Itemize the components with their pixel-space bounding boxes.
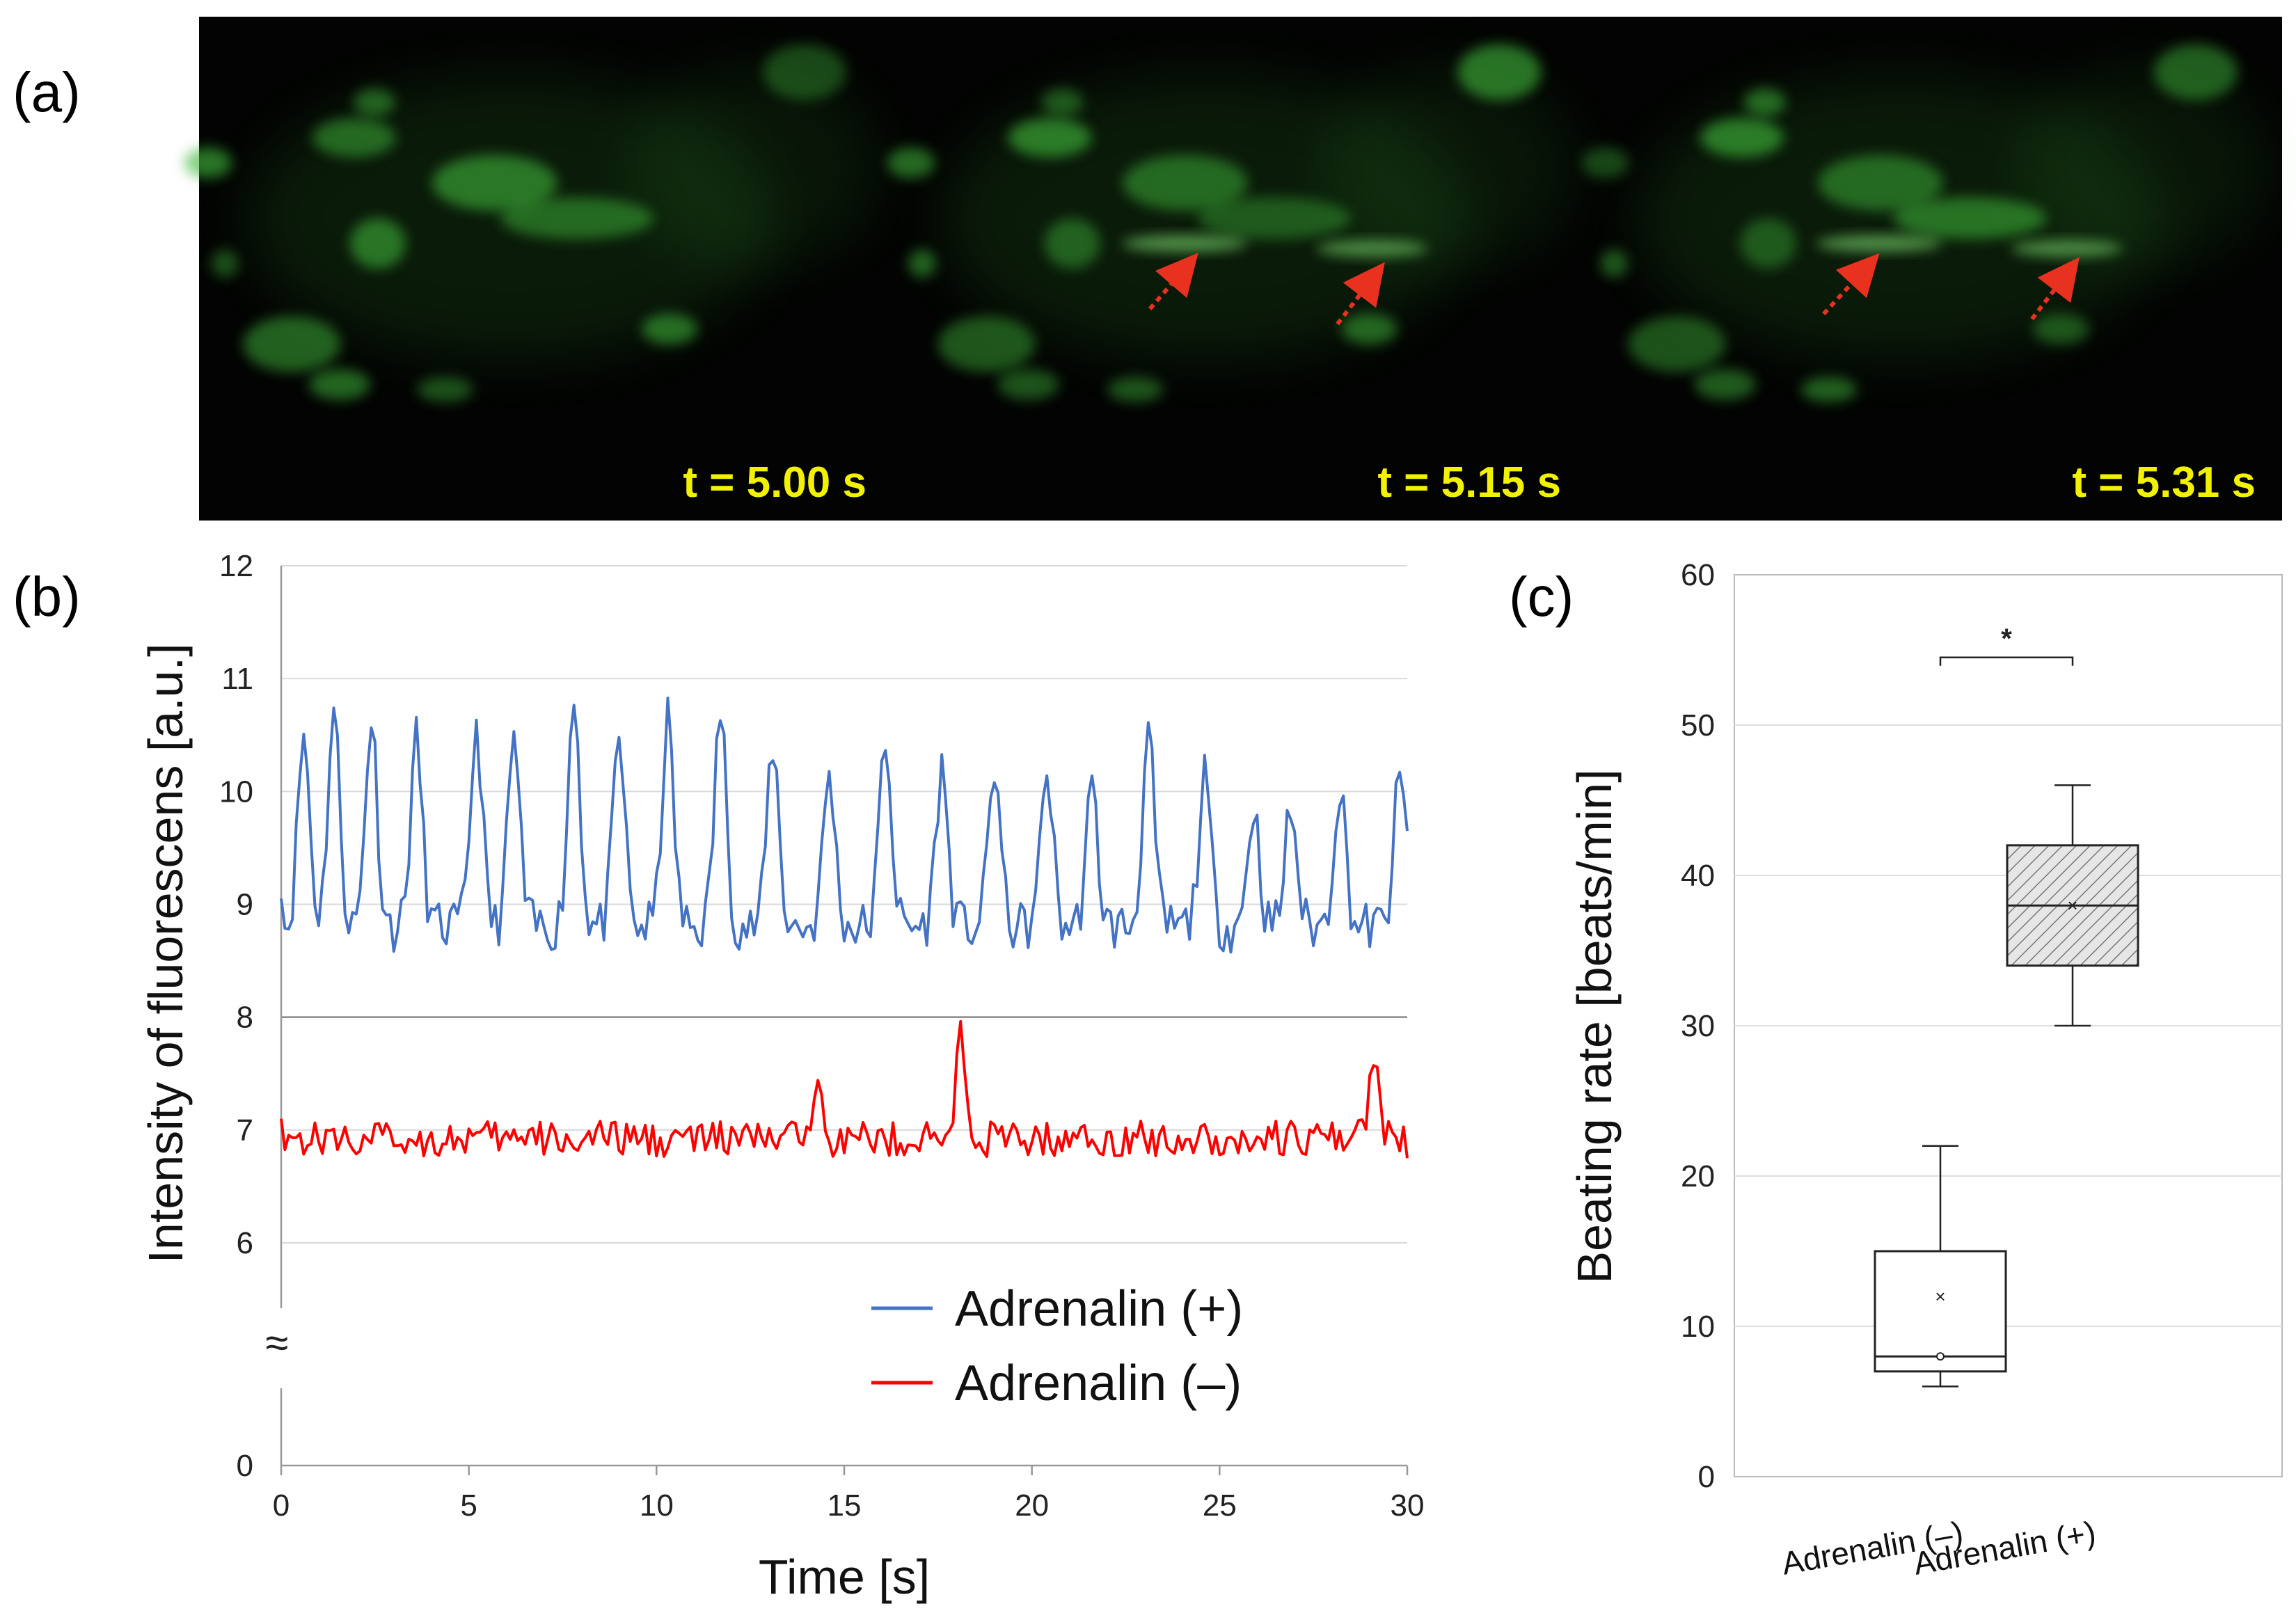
panel-label-c: (c) xyxy=(1509,566,1574,628)
x-tick-label: 25 xyxy=(1203,1488,1237,1523)
cell xyxy=(2033,313,2089,344)
mean-marker: × xyxy=(2067,895,2077,916)
cell xyxy=(1700,118,1784,157)
microscopy-frame-2: t = 5.15 s xyxy=(887,44,1574,507)
fiber-highlight xyxy=(1316,240,1428,257)
box-adrenalin-minus: ×Adrenalin (–) xyxy=(1779,1145,2007,1582)
cell xyxy=(1818,154,1944,211)
cell xyxy=(312,118,396,157)
cell xyxy=(642,313,698,344)
x-tick-label: 20 xyxy=(1015,1488,1049,1523)
cell xyxy=(1197,197,1351,239)
cell-glow xyxy=(2018,67,2269,269)
y-tick-label: 12 xyxy=(219,549,253,583)
y-axis-title: Beating rate [beats/min] xyxy=(1567,769,1622,1283)
y-tick-label: 9 xyxy=(237,888,253,922)
y-tick-label: 0 xyxy=(1698,1460,1715,1494)
y-tick-label: 20 xyxy=(1681,1159,1715,1193)
box-adrenalin-plus: ×Adrenalin (+) xyxy=(1910,784,2139,1582)
cell xyxy=(432,154,557,211)
cell xyxy=(1800,376,1857,402)
time-stamp-1: t = 5.00 s xyxy=(683,459,866,507)
cell-glow xyxy=(629,67,880,269)
microscopy-strip: t = 5.00 s t = 5.15 s t = 5.31 s xyxy=(184,17,2282,521)
cell xyxy=(1694,369,1756,400)
cell xyxy=(1341,313,1398,344)
cell xyxy=(1600,249,1629,278)
y-tick-label: 0 xyxy=(237,1449,253,1483)
cell xyxy=(349,218,406,269)
cell xyxy=(997,369,1059,400)
cell-glow xyxy=(1323,67,1574,269)
y-tick-label: 10 xyxy=(1681,1310,1715,1344)
x-tick-label: 0 xyxy=(273,1488,290,1523)
y-tick-label: 60 xyxy=(1681,558,1715,592)
y-tick-label: 50 xyxy=(1681,708,1715,742)
time-stamp-3: t = 5.31 s xyxy=(2072,459,2256,507)
fiber-highlight xyxy=(1816,235,1942,252)
cell xyxy=(1581,147,1629,178)
cell xyxy=(1743,88,1786,117)
line-chart: 0 6 7 8 9 10 11 12 ≈0 5 10 15 20 25 30 Time [s] Intensit… xyxy=(138,549,1424,1604)
cell xyxy=(500,197,654,239)
red-arrow xyxy=(1148,253,1198,310)
significance-marker: * xyxy=(2001,624,2012,654)
y-tick-label: 7 xyxy=(237,1113,253,1148)
x-tick-label: 10 xyxy=(640,1488,674,1523)
cell xyxy=(1107,376,1164,402)
cell xyxy=(1044,218,1100,269)
cell xyxy=(353,88,395,117)
cell xyxy=(1628,316,1726,372)
y-tick-label: 6 xyxy=(237,1226,253,1260)
panel-label-b: (b) xyxy=(13,566,81,628)
cell xyxy=(1008,118,1092,157)
cell xyxy=(937,316,1036,372)
cell xyxy=(2153,44,2238,100)
fiber-highlight xyxy=(1122,235,1248,252)
y-axis-title: Intensity of fluorescens [a.u.] xyxy=(138,643,193,1263)
x-tick-label: 30 xyxy=(1391,1488,1425,1523)
x-tick-label: 15 xyxy=(828,1488,862,1523)
cell xyxy=(1892,197,2046,239)
cell xyxy=(887,147,935,178)
y-tick-label: 40 xyxy=(1681,859,1715,893)
cell xyxy=(417,376,473,402)
mean-marker: × xyxy=(1935,1286,1945,1307)
outlier-point xyxy=(1936,1352,1945,1361)
y-tick-label: 10 xyxy=(219,775,253,809)
series-line-adrenalin-minus xyxy=(280,1019,1409,1159)
box-iqr xyxy=(1874,1250,2007,1373)
microscopy-frame-3: t = 5.31 s xyxy=(1581,44,2269,507)
series-line-adrenalin-plus xyxy=(280,697,1409,954)
x-tick-label: 5 xyxy=(460,1488,477,1523)
significance-bracket xyxy=(1939,656,2074,666)
x-axis-title: Time [s] xyxy=(759,1550,930,1604)
cell xyxy=(1041,88,1084,117)
box-plot: 0 10 20 30 40 50 60 Beating rate [beats/min] ×Ad… xyxy=(1567,558,2283,1582)
y-tick-label: 30 xyxy=(1681,1009,1715,1043)
axis-break-symbol: ≈ xyxy=(266,1319,289,1366)
cell xyxy=(308,369,370,400)
cell xyxy=(243,316,341,372)
cell xyxy=(763,44,847,100)
y-tick-label: 11 xyxy=(221,662,253,696)
time-stamp-2: t = 5.15 s xyxy=(1377,459,1561,507)
legend-label-0: Adrenalin (+) xyxy=(955,1281,1243,1337)
legend-label-1: Adrenalin (–) xyxy=(955,1356,1242,1411)
cell xyxy=(1123,154,1249,211)
cell xyxy=(184,147,232,178)
microscopy-frame-1: t = 5.00 s xyxy=(184,44,880,507)
fiber-highlight xyxy=(2011,240,2123,257)
cell xyxy=(210,249,239,278)
cell xyxy=(1457,44,1542,100)
cell xyxy=(908,249,936,278)
y-tick-label: 8 xyxy=(237,1001,253,1035)
panel-label-a: (a) xyxy=(13,61,81,123)
cell xyxy=(1740,218,1796,269)
